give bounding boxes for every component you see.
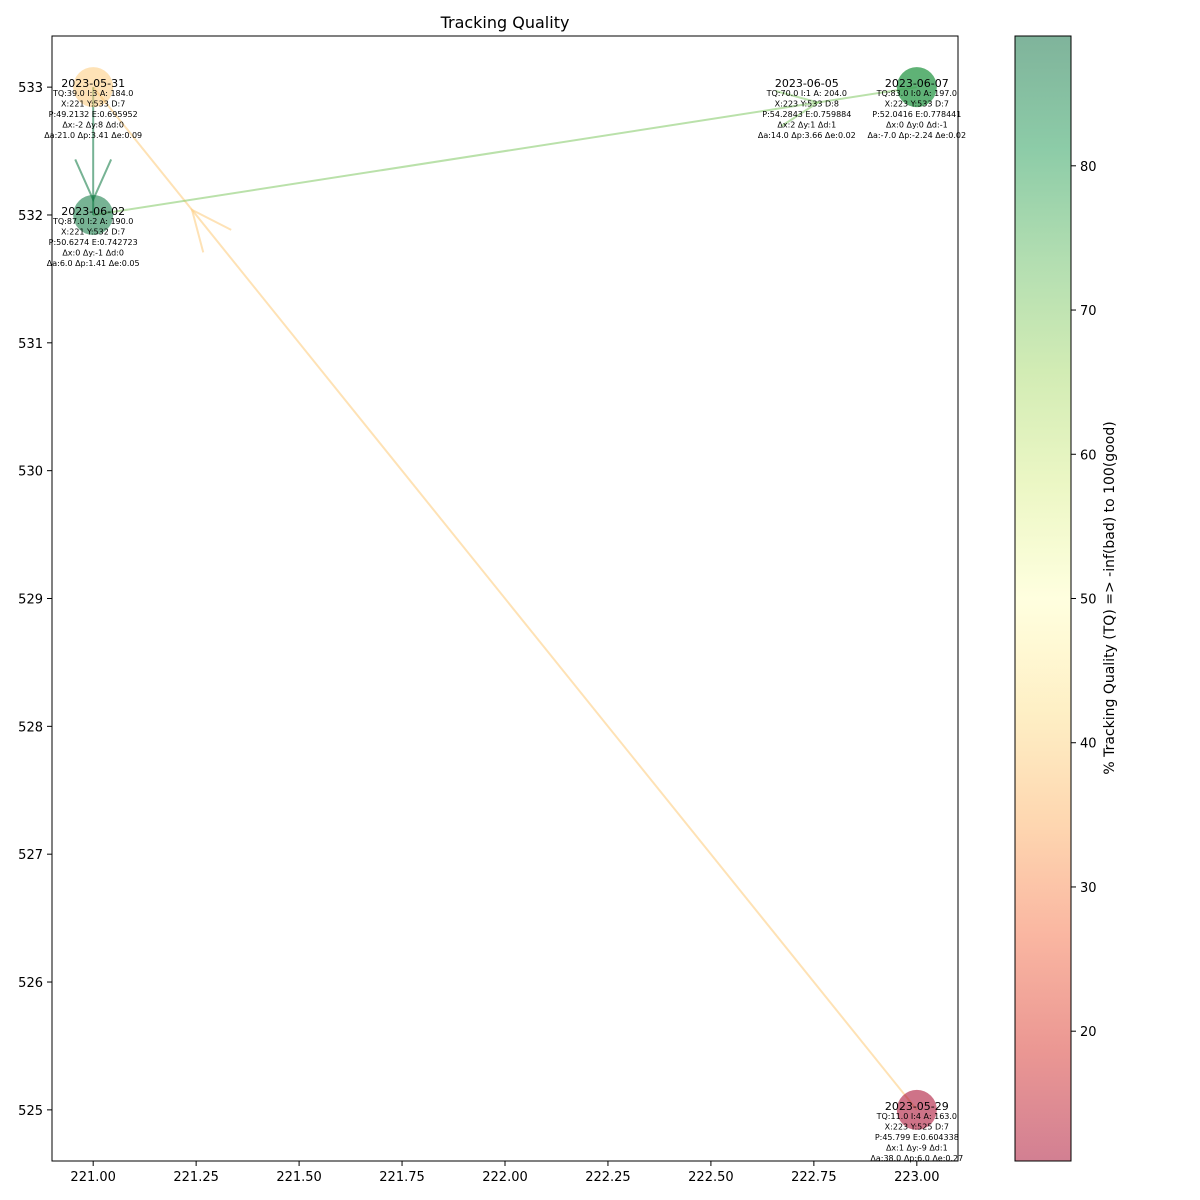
- colorbar-gradient: [1015, 36, 1071, 1161]
- plot-frame: [51, 35, 959, 1162]
- x-tick-label: 223.00: [894, 1170, 940, 1185]
- point-info-label: Δx:-2 Δy:8 Δd:0: [62, 121, 124, 130]
- axes: 221.00 221.25 221.50 221.75 222.00 222.25 222.…: [18, 81, 939, 1185]
- point-info-label: X:223 Y:525 D:7: [885, 1122, 949, 1131]
- point-info-label: P:54.2843 E:0.759884: [762, 110, 851, 119]
- colorbar-tick-label: 40: [1080, 737, 1097, 752]
- point-date-label: 2023-06-07: [885, 77, 949, 90]
- x-tick-label: 221.75: [379, 1170, 425, 1185]
- colorbar-tick-label: 70: [1080, 304, 1097, 319]
- y-tick-label: 528: [18, 720, 43, 735]
- x-tick-label: 222.00: [482, 1170, 528, 1185]
- point-marker: [896, 1089, 937, 1130]
- y-tick-label: 526: [18, 976, 43, 991]
- point-info-label: Δx:1 Δy:-9 Δd:1: [886, 1143, 948, 1152]
- point-info-label: Δa:21.0 Δp:3.41 Δe:0.09: [44, 131, 142, 140]
- x-tick-label: 221.00: [70, 1170, 116, 1185]
- point-info-label: P:45.799 E:0.604338: [875, 1133, 959, 1142]
- arrow-line-0: [92, 86, 918, 1111]
- arrow-line-2: [93, 86, 917, 216]
- x-tick-label: 222.75: [791, 1170, 837, 1185]
- point-info-label: P:52.0416 E:0.778441: [872, 110, 961, 119]
- point-info-label: Δa:14.0 Δp:3.66 Δe:0.02: [758, 131, 856, 140]
- point-info-label: Δa:6.0 Δp:1.41 Δe:0.05: [47, 259, 140, 268]
- y-tick-label: 529: [18, 593, 43, 608]
- point-info-label: X:223 Y:533 D:7: [885, 100, 949, 109]
- point-info-label: P:49.2132 E:0.695952: [49, 110, 138, 119]
- point-date-label: 2023-06-05: [775, 77, 839, 90]
- point-info-label: Δx:0 Δy:-1 Δd:0: [62, 248, 124, 257]
- point-info-label: X:221 Y:532 D:7: [61, 227, 125, 236]
- point-info-label: Δx:2 Δy:1 Δd:1: [777, 121, 836, 130]
- colorbar: 20 30 40 50 60 70 80 % Tracking Quality (TQ) =…: [1014, 35, 1118, 1162]
- colorbar-tick-label: 80: [1080, 160, 1097, 175]
- point-info-label: TQ:70.0 I:1 A: 204.0: [766, 89, 847, 98]
- point-info-label: TQ:87.0 I:2 A: 190.0: [52, 217, 133, 226]
- y-tick-label: 532: [18, 209, 43, 224]
- point-info-label: X:223 Y:533 D:8: [775, 100, 839, 109]
- colorbar-label: % Tracking Quality (TQ) => -inf(bad) to …: [1102, 421, 1118, 774]
- arrow-head-0: [190, 207, 232, 253]
- point-info-label: TQ:83.0 I:0 A: 197.0: [876, 89, 957, 98]
- point-info-label: Δa:38.0 Δp:6.0 Δe:0.27: [870, 1154, 963, 1163]
- point-date-label: 2023-05-31: [61, 77, 125, 90]
- colorbar-ticks: 20 30 40 50 60 70 80: [1071, 160, 1097, 1040]
- x-tick-label: 221.25: [173, 1170, 219, 1185]
- x-tick-label: 222.25: [585, 1170, 631, 1185]
- y-tick-label: 533: [18, 81, 43, 96]
- point-marker: [73, 194, 114, 235]
- colorbar-tick-label: 20: [1080, 1025, 1097, 1040]
- point-info-label: TQ:39.0 I:3 A: 184.0: [52, 89, 133, 98]
- point-info-label: P:50.6274 E:0.742723: [49, 238, 138, 247]
- point-info-label: Δa:-7.0 Δp:-2.24 Δe:0.02: [868, 131, 967, 140]
- chart-title: Tracking Quality: [440, 13, 570, 32]
- y-tick-label: 527: [18, 848, 43, 863]
- colorbar-tick-label: 60: [1080, 448, 1097, 463]
- y-tick-label: 525: [18, 1104, 43, 1119]
- x-tick-label: 222.50: [688, 1170, 734, 1185]
- point-marker: [73, 67, 114, 108]
- point-date-label: 2023-06-02: [61, 205, 125, 218]
- colorbar-tick-label: 30: [1080, 881, 1097, 896]
- point-info-label: Δx:0 Δy:0 Δd:-1: [886, 121, 948, 130]
- point-info-label: X:221 Y:533 D:7: [61, 100, 125, 109]
- colorbar-tick-label: 50: [1080, 593, 1097, 608]
- y-tick-label: 531: [18, 337, 43, 352]
- point-marker: [896, 67, 937, 108]
- point-date-label: 2023-05-29: [885, 1100, 949, 1113]
- x-tick-label: 221.50: [276, 1170, 322, 1185]
- arrow-head-2: [775, 89, 821, 128]
- y-tick-label: 530: [18, 465, 43, 480]
- point-info-label: TQ:11.0 I:4 A: 163.0: [876, 1112, 957, 1121]
